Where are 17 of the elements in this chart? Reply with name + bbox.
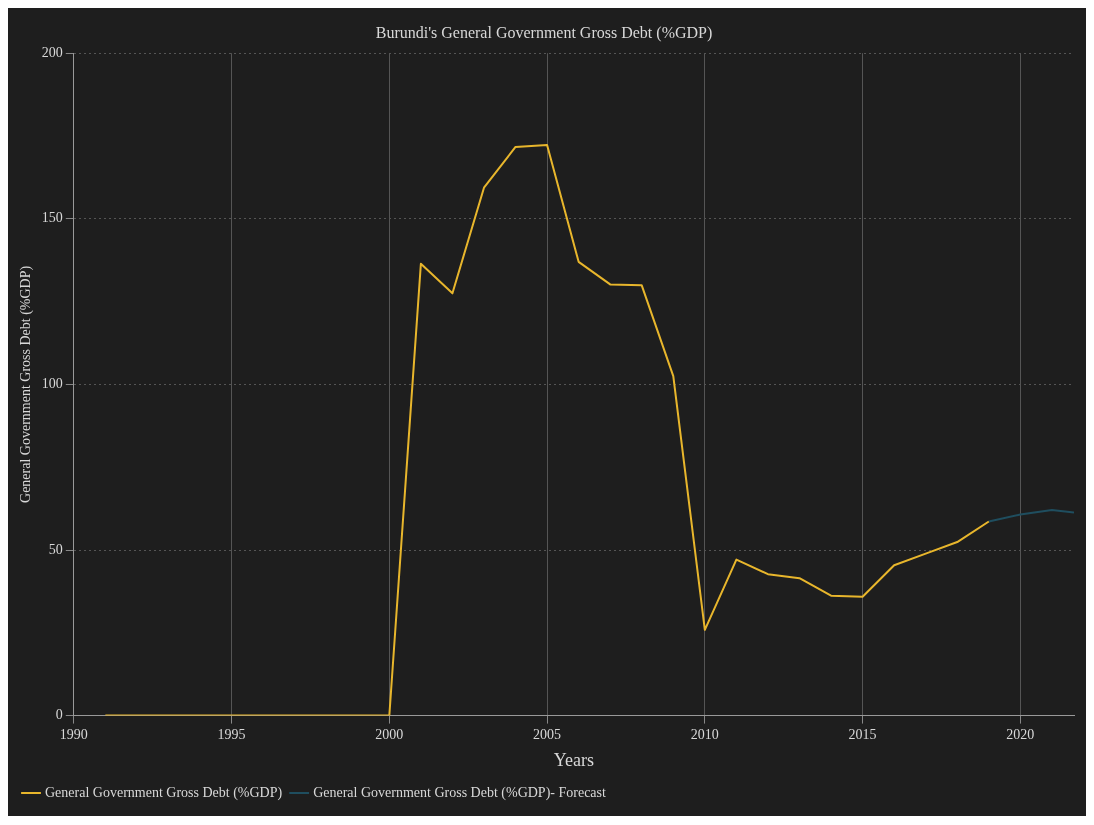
y-tick-label: 0 (55, 707, 63, 723)
x-tick-label: 2015 (848, 726, 877, 742)
chart-title: Burundi's General Government Gross Debt (%GDP) (375, 23, 713, 42)
x-tick-label: 2000 (375, 726, 404, 742)
x-tick-label: 2020 (1006, 726, 1035, 742)
legend-label: General Government Gross Debt (%GDP) (45, 784, 283, 801)
y-tick-label: 200 (41, 44, 63, 60)
y-tick-label: 100 (41, 376, 63, 392)
y-axis-title: General Government Gross Debt (%GDP) (18, 265, 35, 503)
x-tick-label: 1995 (217, 726, 246, 742)
x-tick-label: 2005 (533, 726, 562, 742)
legend-label: General Government Gross Debt (%GDP)- Forecast (313, 784, 607, 801)
x-tick-label: 2010 (690, 726, 719, 742)
y-tick-label: 150 (41, 210, 63, 226)
y-tick-label: 50 (48, 541, 63, 557)
x-tick-label: 1990 (59, 726, 88, 742)
x-axis-title: Years (553, 749, 594, 770)
